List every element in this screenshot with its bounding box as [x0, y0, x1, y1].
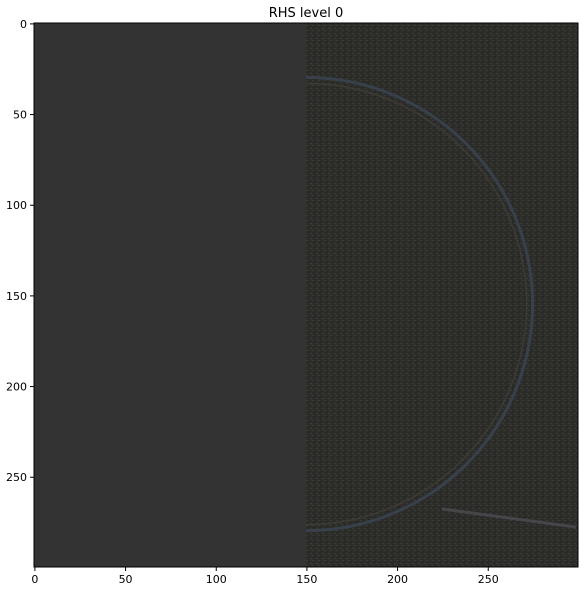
x-tick-label: 250	[478, 573, 499, 586]
left-flat-region	[34, 23, 306, 567]
circle-edge-inner	[305, 82, 527, 526]
axes-frame	[33, 22, 579, 568]
x-tick-label: 150	[296, 573, 317, 586]
y-tick-label: 250	[6, 471, 27, 484]
x-tick-label: 200	[387, 573, 408, 586]
y-tick-label: 0	[20, 18, 27, 31]
y-axis: 0 50 100 150 200 250	[6, 18, 34, 484]
x-axis: 0 50 100 150 200 250	[31, 567, 499, 586]
x-tick-label: 50	[119, 573, 133, 586]
y-tick-label: 100	[6, 199, 27, 212]
circle-edge-group	[305, 75, 534, 533]
y-tick-label: 150	[6, 290, 27, 303]
chart-title: RHS level 0	[269, 6, 344, 21]
x-tick-label: 100	[206, 573, 227, 586]
circle-edge	[305, 75, 534, 533]
y-tick-label: 200	[6, 381, 27, 394]
diagonal-edge	[441, 507, 577, 529]
y-tick-label: 50	[13, 109, 27, 122]
x-tick-label: 0	[31, 573, 38, 586]
image-area	[34, 23, 578, 567]
